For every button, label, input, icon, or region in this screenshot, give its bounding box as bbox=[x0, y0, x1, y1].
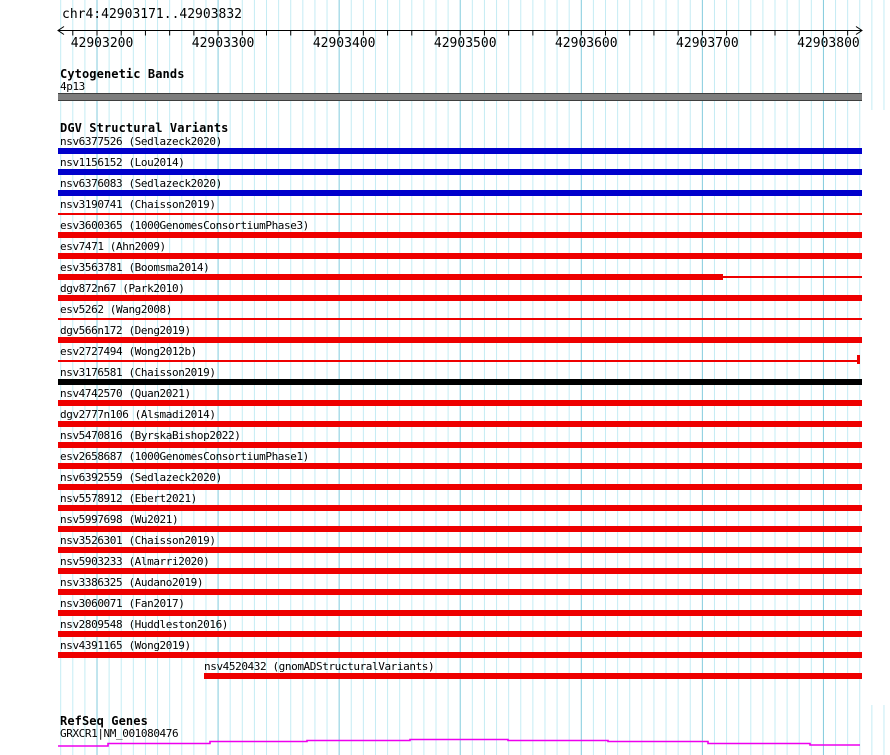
variant-bar-thin-extension[interactable] bbox=[723, 276, 862, 278]
variant-bar[interactable] bbox=[58, 274, 723, 280]
variant-label[interactable]: nsv5470816 (ByrskaBishop2022) bbox=[60, 429, 241, 442]
ruler-tick-label: 42903300 bbox=[191, 36, 255, 51]
variant-bar[interactable] bbox=[58, 360, 860, 362]
ruler-tick-label: 42903700 bbox=[676, 36, 739, 51]
variant-label[interactable]: esv2658687 (1000GenomesConsortiumPhase1) bbox=[60, 450, 309, 463]
cytoband-bar bbox=[58, 93, 862, 101]
variant-label[interactable]: nsv2809548 (Huddleston2016) bbox=[60, 618, 229, 631]
variant-bar[interactable] bbox=[58, 213, 862, 215]
cytoband-label: 4p13 bbox=[60, 80, 85, 93]
variant-bar[interactable] bbox=[58, 610, 862, 616]
variant-label[interactable]: dgv872n67 (Park2010) bbox=[60, 282, 185, 295]
ruler-tick-label: 42903400 bbox=[312, 36, 376, 51]
variant-label[interactable]: esv2727494 (Wong2012b) bbox=[60, 345, 197, 358]
variant-bar[interactable] bbox=[58, 652, 862, 658]
variant-label[interactable]: nsv5903233 (Almarri2020) bbox=[60, 555, 210, 568]
ruler-tick-label: 42903600 bbox=[554, 36, 618, 51]
section-title-dgv: DGV Structural Variants bbox=[60, 121, 229, 135]
variant-bar[interactable] bbox=[58, 484, 862, 490]
variant-bar[interactable] bbox=[58, 379, 862, 385]
variant-bar[interactable] bbox=[58, 148, 862, 154]
variant-bar[interactable] bbox=[58, 547, 862, 553]
variant-bar[interactable] bbox=[58, 568, 862, 574]
variant-bar[interactable] bbox=[58, 505, 862, 511]
variant-bar[interactable] bbox=[58, 295, 862, 301]
variant-label[interactable]: nsv3176581 (Chaisson2019) bbox=[60, 366, 216, 379]
variant-label[interactable]: nsv3190741 (Chaisson2019) bbox=[60, 198, 216, 211]
ruler-left-arrow-icon bbox=[57, 26, 65, 35]
variant-label[interactable]: nsv4391165 (Wong2019) bbox=[60, 639, 191, 652]
variant-label[interactable]: nsv6392559 (Sedlazeck2020) bbox=[60, 471, 222, 484]
ruler-tick-label: 42903800 bbox=[797, 36, 860, 51]
variant-label[interactable]: esv3563781 (Boomsma2014) bbox=[60, 261, 210, 274]
variant-label[interactable]: nsv1156152 (Lou2014) bbox=[60, 156, 185, 169]
section-title-refseq: RefSeq Genes bbox=[60, 714, 148, 728]
region-title: chr4:42903171..42903832 bbox=[62, 7, 243, 22]
variant-label[interactable]: esv5262 (Wang2008) bbox=[60, 303, 173, 316]
variant-bar[interactable] bbox=[58, 526, 862, 532]
variant-label[interactable]: nsv5997698 (Wu2021) bbox=[60, 513, 179, 526]
gene-label[interactable]: GRXCR1|NM_001080476 bbox=[60, 727, 179, 740]
variant-label[interactable]: dgv566n172 (Deng2019) bbox=[60, 324, 191, 337]
variant-bar[interactable] bbox=[58, 589, 862, 595]
variant-bar[interactable] bbox=[58, 463, 862, 469]
section-title-cytobands: Cytogenetic Bands bbox=[60, 67, 185, 81]
variant-label[interactable]: nsv3386325 (Audano2019) bbox=[60, 576, 204, 589]
variant-label[interactable]: esv3600365 (1000GenomesConsortiumPhase3) bbox=[60, 219, 309, 232]
variant-label[interactable]: nsv3060071 (Fan2017) bbox=[60, 597, 185, 610]
variant-label[interactable]: nsv4742570 (Quan2021) bbox=[60, 387, 191, 400]
variant-bar[interactable] bbox=[58, 318, 862, 320]
variant-label[interactable]: esv7471 (Ahn2009) bbox=[60, 240, 166, 253]
variant-bar[interactable] bbox=[58, 421, 862, 427]
variant-label[interactable]: nsv5578912 (Ebert2021) bbox=[60, 492, 197, 505]
variant-end-tick[interactable] bbox=[857, 355, 860, 364]
variant-bar[interactable] bbox=[58, 631, 862, 637]
variant-bar[interactable] bbox=[58, 442, 862, 448]
ruler-tick-label: 42903200 bbox=[70, 36, 134, 51]
ruler-right-arrow-icon bbox=[855, 26, 863, 35]
variant-label[interactable]: dgv2777n106 (Alsmadi2014) bbox=[60, 408, 216, 421]
variant-bar[interactable] bbox=[58, 337, 862, 343]
variant-bar[interactable] bbox=[58, 253, 862, 259]
variant-bar[interactable] bbox=[58, 400, 862, 406]
variant-label[interactable]: nsv6377526 (Sedlazeck2020) bbox=[60, 135, 222, 148]
gene-line[interactable] bbox=[58, 738, 860, 747]
variant-bar[interactable] bbox=[58, 232, 862, 238]
ruler-tick-label: 42903500 bbox=[433, 36, 497, 51]
variant-label[interactable]: nsv4520432 (gnomADStructuralVariants) bbox=[204, 660, 435, 673]
variant-bar[interactable] bbox=[204, 673, 862, 679]
variant-label[interactable]: nsv6376083 (Sedlazeck2020) bbox=[60, 177, 222, 190]
variant-bar[interactable] bbox=[58, 190, 862, 196]
variant-bar[interactable] bbox=[58, 169, 862, 175]
variant-label[interactable]: nsv3526301 (Chaisson2019) bbox=[60, 534, 216, 547]
